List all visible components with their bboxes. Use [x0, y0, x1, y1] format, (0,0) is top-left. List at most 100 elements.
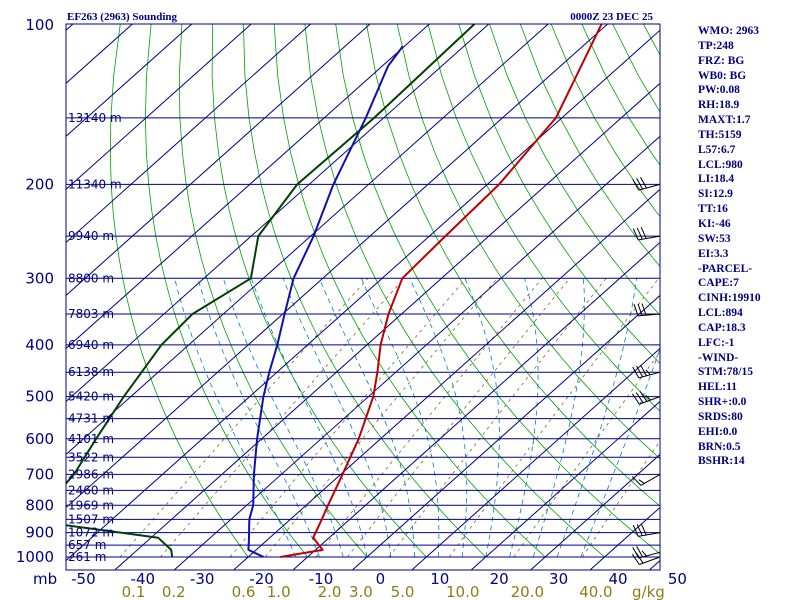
pressure-tick-label: 800 [25, 496, 54, 514]
temperature-tick-label: -40 [131, 570, 156, 588]
moist-adiabat [282, 278, 392, 558]
height-label: 6138 m [68, 365, 114, 379]
sounding-index-item: WMO: 2963 [698, 25, 760, 37]
mixing-ratio-tick-label: 5.0 [391, 583, 415, 600]
isotherm [66, 24, 311, 244]
mixing-ratio-tick-label: 0.2 [162, 583, 186, 600]
isotherm [352, 294, 660, 570]
isotherm [66, 24, 193, 137]
height-label: 1969 m [68, 498, 114, 512]
isotherm [66, 24, 371, 297]
isotherm [66, 24, 549, 456]
dry-adiabat [366, 24, 660, 507]
wetbulb-profile-line [247, 45, 404, 558]
wind-barb [632, 177, 661, 191]
sounding-title: EF263 (2963) Sounding [67, 11, 178, 23]
dry-adiabat [211, 24, 427, 558]
height-label: 4101 m [68, 432, 114, 446]
isotherm [530, 453, 660, 570]
moist-adiabat [409, 278, 468, 558]
mixing-ratio-line [448, 278, 660, 558]
temperature-tick-label: 10 [430, 570, 449, 588]
pressure-tick-label: 600 [25, 430, 54, 448]
sounding-index-item: BRN:0.5 [698, 440, 741, 453]
temperature-tick-label: -50 [71, 570, 96, 588]
mixing-ratio-tick-label: 0.6 [232, 583, 256, 600]
sounding-index-item: STM:78/15 [698, 366, 753, 379]
wind-barb [633, 303, 661, 317]
dry-adiabat [335, 24, 660, 555]
dry-adiabat [273, 24, 546, 558]
sounding-index-item: PW:0.08 [698, 84, 740, 97]
sounding-index-item: MAXT:1.7 [698, 114, 751, 127]
height-label: 2986 m [68, 467, 114, 481]
isotherm [66, 24, 74, 31]
wind-barb [631, 473, 661, 486]
temperature-tick-label: -30 [190, 570, 215, 588]
sounding-index-item: TT:16 [698, 203, 728, 216]
pressure-tick-label: 100 [25, 16, 54, 34]
wind-barb [632, 545, 661, 559]
height-label: 8800 m [68, 271, 114, 285]
isotherm [173, 135, 660, 570]
sounding-index-item: SI:12.9 [698, 188, 733, 201]
isotherm [66, 24, 608, 509]
mixing-ratio-units-label: g/kg [632, 583, 665, 600]
temperature-tick-label: 30 [549, 570, 568, 588]
temperature-tick-label: -10 [309, 570, 334, 588]
moist-adiabat [532, 278, 585, 558]
sounding-index-item: TH:5159 [698, 128, 742, 141]
temperature-profile-line [280, 24, 603, 558]
isotherm [233, 188, 660, 570]
temperature-tick-label: 50 [668, 570, 687, 588]
sounding-index-item: SHR+:0.0 [698, 396, 747, 409]
mixing-ratio-tick-label: 40.0 [579, 583, 612, 600]
height-label: 6940 m [68, 338, 114, 352]
sounding-index-item: L57:6.7 [698, 143, 736, 156]
sounding-index-item: LFC:-1 [698, 336, 735, 349]
plot-frame [65, 23, 661, 571]
mixing-ratio-line [315, 278, 543, 558]
sounding-index-item: -WIND- [698, 351, 739, 364]
height-label: 9940 m [68, 229, 114, 243]
dry-adiabat [144, 24, 308, 558]
mixing-ratio-line [229, 278, 467, 558]
mixing-ratio-line [160, 278, 405, 558]
mixing-ratio-tick-label: 10.0 [446, 583, 479, 600]
temperature-tick-label: 40 [608, 570, 627, 588]
sounding-indices-list: WMO: 2963 TP:248 FRZ: BG WB0: BG PW:0.08 RH:1… [698, 24, 798, 469]
temperature-tick-label: 0 [376, 570, 386, 588]
isotherm [292, 241, 660, 570]
sounding-index-item: LCL:980 [698, 158, 743, 171]
sounding-index-item: CAP:18.3 [698, 321, 746, 334]
moist-adiabat [251, 278, 368, 558]
sounding-index-item: TP:248 [698, 39, 734, 52]
height-label: 11340 m [68, 177, 122, 191]
sounding-index-item: KI:-46 [698, 217, 731, 230]
height-label: 657 m [68, 538, 106, 552]
isotherm [66, 24, 490, 403]
mixing-ratio-tick-label: 3.0 [349, 583, 373, 600]
wind-barb [632, 523, 661, 537]
sounding-index-item: EHI:0.0 [698, 425, 738, 438]
height-label: 5420 m [68, 390, 114, 404]
sounding-index-item: SRDS:80 [698, 410, 743, 423]
height-label: 1072 m [68, 526, 114, 540]
sounding-index-item: -PARCEL- [698, 262, 753, 275]
height-label: 3522 m [68, 450, 114, 464]
mixing-ratio-tick-label: 1.0 [267, 583, 291, 600]
pressure-tick-label: 1000 [16, 548, 54, 566]
isotherm [66, 29, 660, 562]
mixing-ratio-tick-label: 2.0 [318, 583, 342, 600]
pressure-tick-label: 700 [25, 465, 54, 483]
temperature-tick-label: -20 [249, 570, 274, 588]
sounding-index-item: EI:3.3 [698, 247, 729, 260]
pressure-units-label: mb [33, 570, 57, 588]
sounding-index-item: RH:18.9 [698, 99, 740, 112]
mixing-ratio-tick-label: 20.0 [511, 583, 544, 600]
wind-barb [631, 390, 661, 405]
sounding-index-item: HEL:11 [698, 381, 737, 394]
height-label: 2460 m [68, 483, 114, 497]
